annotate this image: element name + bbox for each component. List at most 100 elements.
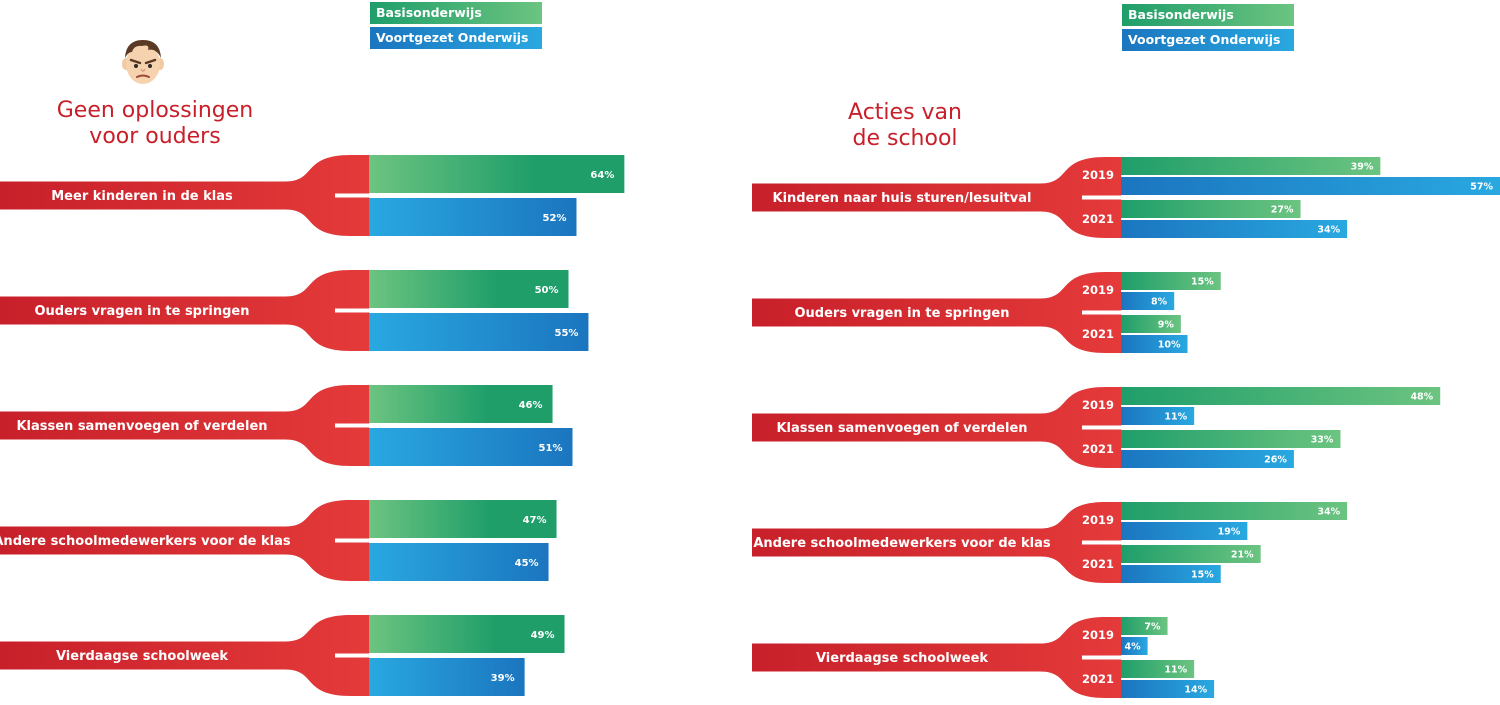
- legend-voortgezet-left: Voortgezet Onderwijs: [370, 27, 542, 49]
- right-panel-title: Acties van de school: [848, 100, 962, 151]
- category-label: Klassen samenvoegen of verdelen: [16, 419, 267, 434]
- bar-voortgezet-onderwijs: [369, 198, 577, 236]
- data-label: 10%: [1158, 340, 1181, 351]
- bar-basisonderwijs: [1121, 157, 1381, 175]
- data-label: 55%: [555, 328, 579, 339]
- category-label: Klassen samenvoegen of verdelen: [776, 421, 1027, 436]
- category-label: Ouders vragen in te springen: [34, 304, 249, 319]
- legend-basisonderwijs-right: Basisonderwijs: [1122, 4, 1294, 26]
- bar-voortgezet-onderwijs: [1121, 292, 1175, 310]
- legend-voortgezet-right: Voortgezet Onderwijs: [1122, 29, 1294, 51]
- year-label: 2021: [1082, 557, 1114, 571]
- fork-shape: [0, 270, 369, 351]
- year-label: 2021: [1082, 212, 1114, 226]
- bar-basisonderwijs: [1121, 545, 1261, 563]
- bar-basisonderwijs: [1121, 502, 1348, 520]
- category-label: Kinderen naar huis sturen/lesuitval: [773, 191, 1032, 206]
- data-label: 52%: [543, 213, 567, 224]
- bar-basisonderwijs: [1121, 660, 1195, 678]
- bar-basisonderwijs: [1121, 315, 1181, 333]
- year-label: 2019: [1082, 283, 1114, 297]
- bar-voortgezet-onderwijs: [1121, 335, 1188, 353]
- category-label: Vierdaagse schoolweek: [56, 649, 228, 664]
- fork-shape: [752, 157, 1121, 238]
- fork-shape: [752, 387, 1121, 468]
- bar-voortgezet-onderwijs: [369, 313, 589, 351]
- category-label: Meer kinderen in de klas: [51, 189, 233, 204]
- year-label: 2021: [1082, 672, 1114, 686]
- left-chart: Meer kinderen in de klas 64% 52% Ouders vra…: [0, 155, 625, 696]
- data-label: 7%: [1144, 622, 1161, 633]
- bar-voortgezet-onderwijs: [1121, 177, 1500, 195]
- data-label: 46%: [519, 400, 543, 411]
- fork-shape: [0, 615, 369, 696]
- bar-basisonderwijs: [1121, 617, 1168, 635]
- data-label: 9%: [1158, 320, 1175, 331]
- data-label: 19%: [1218, 527, 1241, 538]
- fork-shape: [0, 155, 369, 236]
- data-label: 26%: [1264, 455, 1287, 466]
- data-label: 34%: [1317, 225, 1340, 236]
- bar-voortgezet-onderwijs: [369, 543, 549, 581]
- bar-voortgezet-onderwijs: [1121, 220, 1348, 238]
- angry-face-icon: [122, 40, 164, 84]
- bar-basisonderwijs: [1121, 272, 1221, 290]
- data-label: 50%: [535, 285, 559, 296]
- fork-shape: [0, 500, 369, 581]
- fork-shape: [0, 385, 369, 466]
- category-label: Ouders vragen in te springen: [794, 306, 1009, 321]
- fork-shape: [752, 272, 1121, 353]
- bar-basisonderwijs: [369, 385, 553, 423]
- data-label: 39%: [491, 673, 515, 684]
- data-label: 48%: [1410, 392, 1433, 403]
- category-label: Vierdaagse schoolweek: [816, 651, 988, 666]
- year-label: 2019: [1082, 628, 1114, 642]
- data-label: 14%: [1184, 685, 1207, 696]
- fork-shape: [752, 617, 1121, 698]
- data-label: 8%: [1151, 297, 1168, 308]
- data-label: 64%: [590, 170, 614, 181]
- bar-basisonderwijs: [369, 615, 565, 653]
- data-label: 39%: [1351, 162, 1374, 173]
- bar-basisonderwijs: [1121, 387, 1441, 405]
- bar-voortgezet-onderwijs: [369, 658, 525, 696]
- bar-basisonderwijs: [369, 155, 625, 193]
- avatar: [120, 36, 166, 86]
- data-label: 11%: [1164, 665, 1187, 676]
- data-label: 15%: [1191, 570, 1214, 581]
- data-label: 11%: [1164, 412, 1187, 423]
- bar-voortgezet-onderwijs: [369, 428, 573, 466]
- bar-voortgezet-onderwijs: [1121, 637, 1148, 655]
- year-label: 2019: [1082, 398, 1114, 412]
- bar-voortgezet-onderwijs: [1121, 565, 1221, 583]
- year-label: 2019: [1082, 513, 1114, 527]
- right-chart: Kinderen naar huis sturen/lesuitval 2019 2…: [752, 157, 1500, 698]
- bar-basisonderwijs: [369, 270, 569, 308]
- data-label: 47%: [523, 515, 547, 526]
- bar-voortgezet-onderwijs: [1121, 522, 1248, 540]
- bar-basisonderwijs: [1121, 430, 1341, 448]
- left-panel-title: Geen oplossingen voor ouders: [56, 98, 254, 149]
- data-label: 57%: [1470, 182, 1493, 193]
- legend-basisonderwijs-left: Basisonderwijs: [370, 2, 542, 24]
- data-label: 21%: [1231, 550, 1254, 561]
- data-label: 27%: [1271, 205, 1294, 216]
- category-label: Andere schoolmedewerkers voor de klas: [0, 534, 291, 549]
- year-label: 2021: [1082, 442, 1114, 456]
- data-label: 49%: [531, 630, 555, 641]
- year-label: 2021: [1082, 327, 1114, 341]
- bar-voortgezet-onderwijs: [1121, 450, 1294, 468]
- data-label: 34%: [1317, 507, 1340, 518]
- bar-voortgezet-onderwijs: [1121, 680, 1215, 698]
- data-label: 45%: [515, 558, 539, 569]
- category-label: Andere schoolmedewerkers voor de klas: [753, 536, 1051, 551]
- bar-basisonderwijs: [369, 500, 557, 538]
- data-label: 15%: [1191, 277, 1214, 288]
- fork-shape: [752, 502, 1121, 583]
- bar-voortgezet-onderwijs: [1121, 407, 1195, 425]
- data-label: 4%: [1124, 642, 1141, 653]
- data-label: 51%: [539, 443, 563, 454]
- bar-basisonderwijs: [1121, 200, 1301, 218]
